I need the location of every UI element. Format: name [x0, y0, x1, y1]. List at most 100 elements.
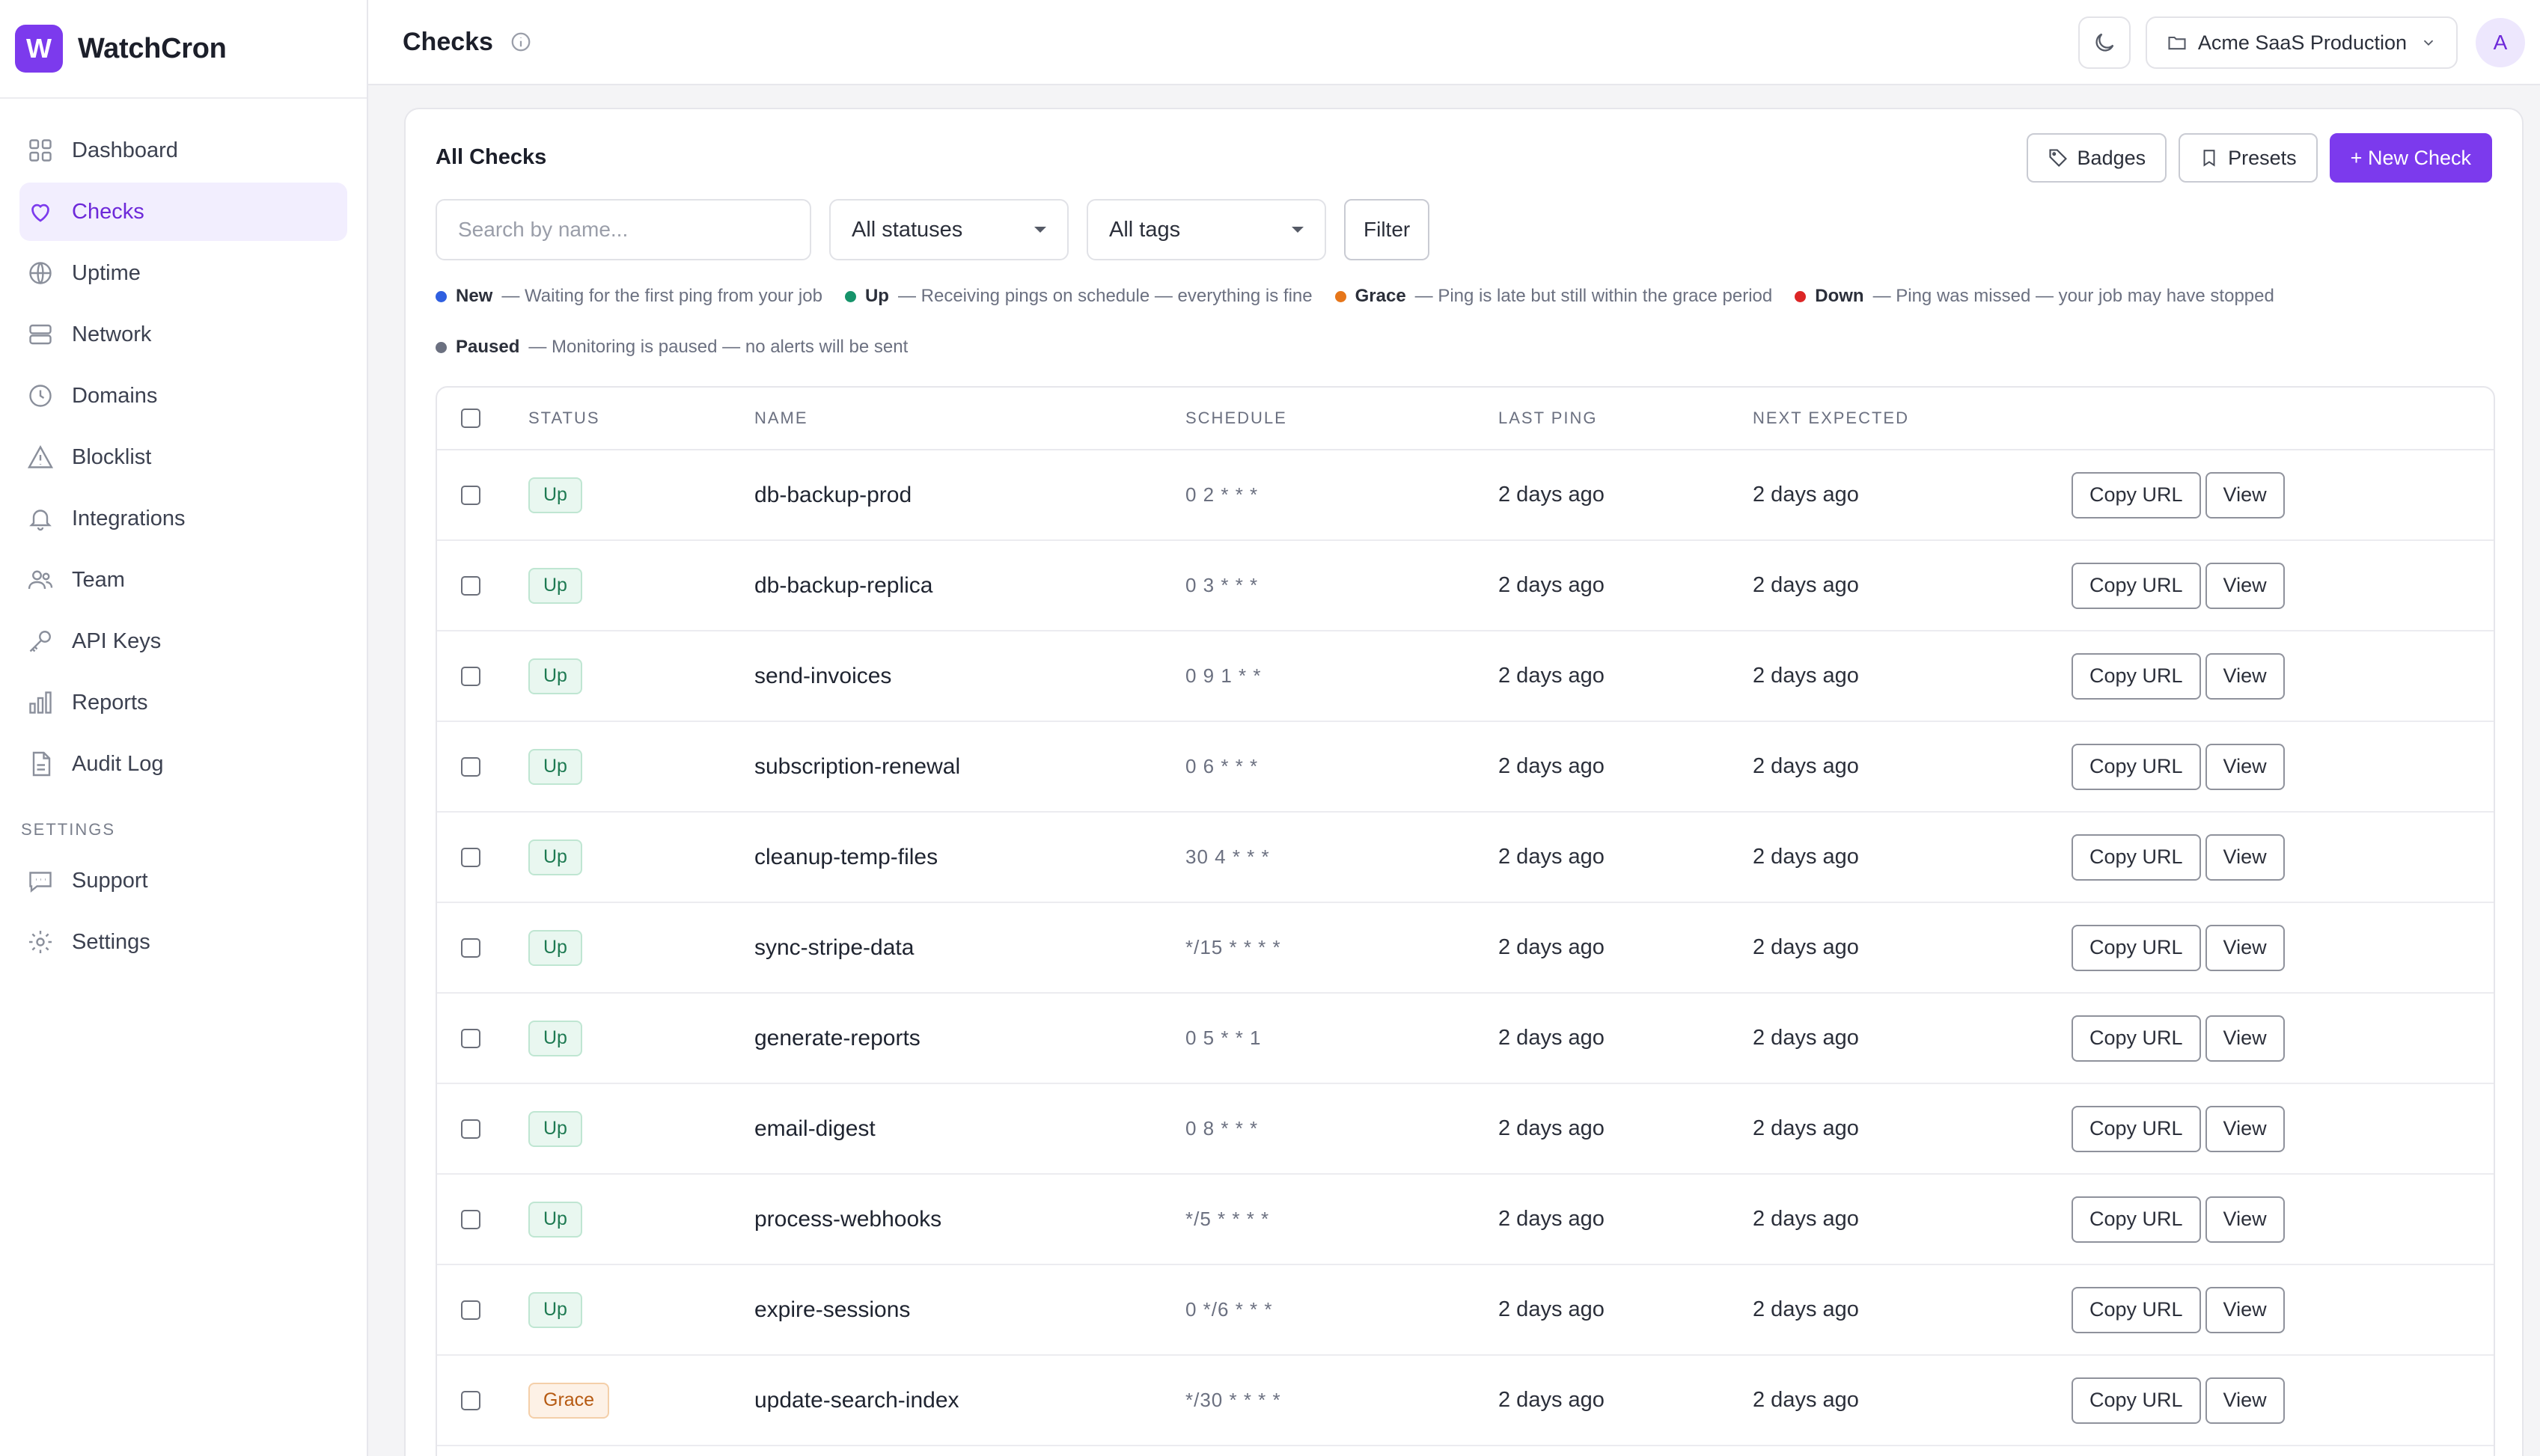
- copy-url-button[interactable]: Copy URL: [2072, 1377, 2201, 1424]
- badges-label: Badges: [2077, 146, 2146, 169]
- row-checkbox[interactable]: [461, 666, 480, 686]
- sidebar-item-dashboard[interactable]: Dashboard: [19, 121, 347, 180]
- table-row[interactable]: Up process-webhooks */5 * * * * 2 days ago 2…: [437, 1175, 2494, 1265]
- copy-url-button[interactable]: Copy URL: [2072, 1196, 2201, 1243]
- table-row[interactable]: Up db-backup-prod 0 2 * * * 2 days ago 2 day…: [437, 450, 2494, 541]
- copy-url-button[interactable]: Copy URL: [2072, 1286, 2201, 1333]
- select-all-cell: [437, 409, 528, 428]
- view-button[interactable]: View: [2205, 1015, 2285, 1062]
- sidebar-item-domains[interactable]: Domains: [19, 367, 347, 425]
- sidebar-item-uptime[interactable]: Uptime: [19, 244, 347, 302]
- copy-url-button[interactable]: Copy URL: [2072, 471, 2201, 519]
- sidebar-item-support[interactable]: Support: [19, 851, 347, 910]
- view-button[interactable]: View: [2205, 1286, 2285, 1333]
- row-checkbox[interactable]: [461, 1028, 480, 1048]
- view-button[interactable]: View: [2205, 743, 2285, 790]
- copy-url-button[interactable]: Copy URL: [2072, 924, 2201, 971]
- sidebar-item-audit-log[interactable]: Audit Log: [19, 735, 347, 793]
- badges-button[interactable]: Badges: [2026, 133, 2167, 183]
- table-row[interactable]: Up generate-reports 0 5 * * 1 2 days ago 2 d…: [437, 994, 2494, 1084]
- copy-url-button[interactable]: Copy URL: [2072, 1015, 2201, 1062]
- project-switcher[interactable]: Acme SaaS Production: [2145, 16, 2458, 69]
- app-logo: W: [15, 25, 63, 73]
- table-row[interactable]: Up send-invoices 0 9 1 * * 2 days ago 2 days…: [437, 631, 2494, 722]
- view-button[interactable]: View: [2205, 471, 2285, 519]
- select-all-checkbox[interactable]: [461, 409, 480, 428]
- sidebar-item-label: Domains: [72, 383, 158, 408]
- check-name[interactable]: update-search-index: [754, 1387, 959, 1413]
- row-check-cell: [437, 1300, 528, 1320]
- row-checkbox[interactable]: [461, 937, 480, 958]
- copy-url-button[interactable]: Copy URL: [2072, 652, 2201, 700]
- brand[interactable]: W WatchCron: [0, 0, 367, 99]
- row-check-cell: [437, 937, 528, 958]
- bar-chart-icon: [24, 686, 57, 719]
- table-row[interactable]: Up subscription-renewal 0 6 * * * 2 days ag…: [437, 722, 2494, 813]
- view-button[interactable]: View: [2205, 924, 2285, 971]
- row-checkbox[interactable]: [461, 847, 480, 867]
- check-name[interactable]: expire-sessions: [754, 1297, 911, 1322]
- header-next-expected[interactable]: NEXT EXPECTED: [1753, 409, 1909, 427]
- header-status[interactable]: STATUS: [528, 409, 600, 427]
- row-check-cell: [437, 485, 528, 505]
- sidebar-item-team[interactable]: Team: [19, 551, 347, 609]
- table-row[interactable]: Up db-backup-replica 0 3 * * * 2 days ago 2 …: [437, 541, 2494, 631]
- table-row[interactable]: Up email-digest 0 8 * * * 2 days ago 2 days …: [437, 1084, 2494, 1175]
- row-checkbox[interactable]: [461, 1390, 480, 1410]
- sidebar-item-api-keys[interactable]: API Keys: [19, 612, 347, 670]
- row-checkbox[interactable]: [461, 575, 480, 596]
- check-schedule: 0 8 * * *: [1185, 1117, 1259, 1140]
- row-checkbox[interactable]: [461, 1119, 480, 1139]
- sidebar-item-reports[interactable]: Reports: [19, 673, 347, 732]
- checks-card: All Checks Badges Presets + New Check Al…: [404, 108, 2524, 1456]
- search-input[interactable]: [436, 199, 811, 260]
- view-button[interactable]: View: [2205, 1105, 2285, 1152]
- info-icon[interactable]: [510, 31, 532, 53]
- filter-button[interactable]: Filter: [1344, 199, 1430, 260]
- avatar[interactable]: A: [2476, 18, 2525, 67]
- check-name[interactable]: subscription-renewal: [754, 753, 961, 779]
- check-name[interactable]: generate-reports: [754, 1025, 921, 1050]
- check-name[interactable]: send-invoices: [754, 663, 892, 688]
- header-schedule[interactable]: SCHEDULE: [1185, 409, 1287, 427]
- table-row[interactable]: Grace update-search-index */30 * * * * 2 da…: [437, 1356, 2494, 1446]
- presets-button[interactable]: Presets: [2179, 133, 2318, 183]
- view-button[interactable]: View: [2205, 833, 2285, 881]
- sidebar-item-settings[interactable]: Settings: [19, 913, 347, 971]
- new-check-button[interactable]: + New Check: [2329, 133, 2492, 183]
- header-name[interactable]: NAME: [754, 409, 808, 427]
- check-name[interactable]: sync-stripe-data: [754, 935, 915, 960]
- copy-url-button[interactable]: Copy URL: [2072, 833, 2201, 881]
- table-row[interactable]: Up expire-sessions 0 */6 * * * 2 days ago 2 …: [437, 1265, 2494, 1356]
- row-checkbox[interactable]: [461, 1300, 480, 1320]
- last-ping: 2 days ago: [1498, 1388, 1605, 1412]
- view-button[interactable]: View: [2205, 652, 2285, 700]
- status-badge: Up: [528, 1291, 582, 1328]
- row-checkbox[interactable]: [461, 756, 480, 777]
- row-checkbox[interactable]: [461, 1209, 480, 1229]
- view-button[interactable]: View: [2205, 1196, 2285, 1243]
- table-row[interactable]: Up cleanup-temp-files 30 4 * * * 2 days ago…: [437, 813, 2494, 903]
- check-name[interactable]: email-digest: [754, 1116, 876, 1141]
- sidebar-item-checks[interactable]: Checks: [19, 183, 347, 241]
- status-select[interactable]: All statuses: [829, 199, 1069, 260]
- check-name[interactable]: db-backup-replica: [754, 572, 933, 598]
- view-button[interactable]: View: [2205, 1377, 2285, 1424]
- legend-desc: — Waiting for the first ping from your j…: [501, 286, 822, 306]
- copy-url-button[interactable]: Copy URL: [2072, 1105, 2201, 1152]
- header-last-ping[interactable]: LAST PING: [1498, 409, 1598, 427]
- copy-url-button[interactable]: Copy URL: [2072, 743, 2201, 790]
- sidebar-item-blocklist[interactable]: Blocklist: [19, 428, 347, 486]
- copy-url-button[interactable]: Copy URL: [2072, 562, 2201, 609]
- view-button[interactable]: View: [2205, 562, 2285, 609]
- sidebar-item-integrations[interactable]: Integrations: [19, 489, 347, 548]
- theme-toggle-button[interactable]: [2078, 16, 2131, 69]
- table-row[interactable]: Up sync-stripe-data */15 * * * * 2 days ago…: [437, 903, 2494, 994]
- sidebar-item-network[interactable]: Network: [19, 305, 347, 364]
- row-checkbox[interactable]: [461, 485, 480, 505]
- check-schedule: */15 * * * *: [1185, 936, 1281, 958]
- tags-select[interactable]: All tags: [1087, 199, 1326, 260]
- check-name[interactable]: db-backup-prod: [754, 482, 912, 507]
- check-name[interactable]: process-webhooks: [754, 1206, 942, 1232]
- check-name[interactable]: cleanup-temp-files: [754, 844, 938, 869]
